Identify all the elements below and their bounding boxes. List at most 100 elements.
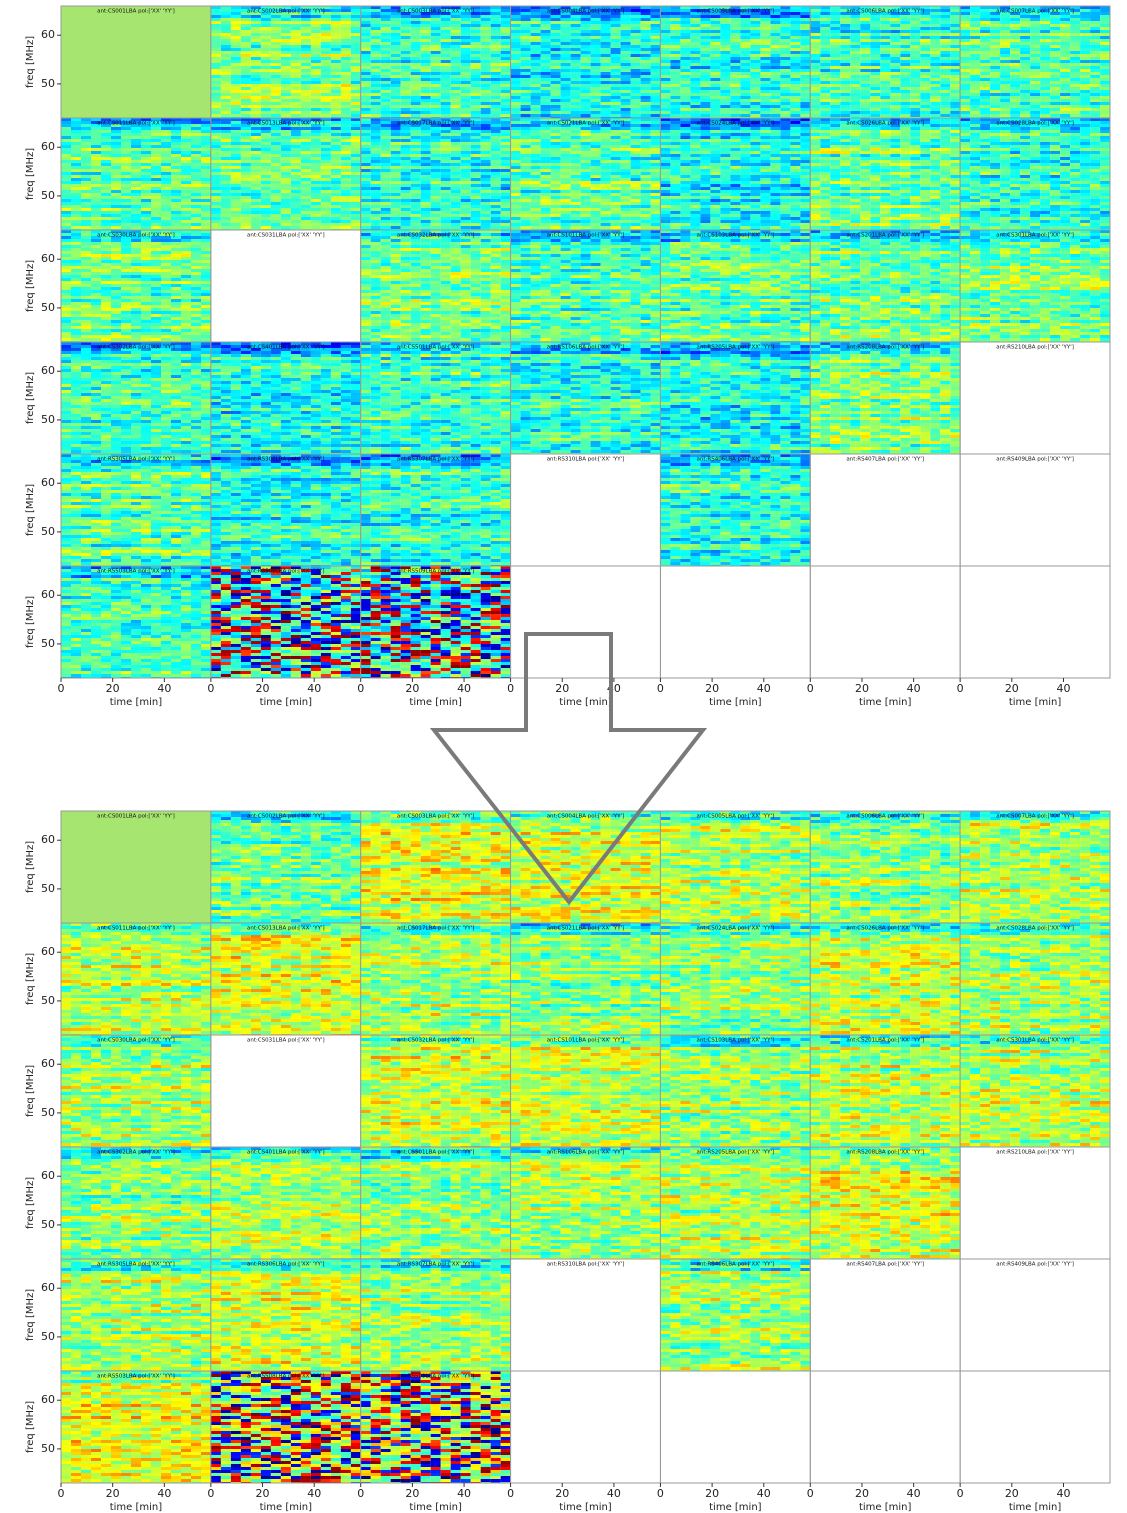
heat-cell — [281, 54, 291, 57]
heat-cell — [411, 15, 421, 18]
heat-cell — [381, 9, 391, 12]
heat-cell — [341, 105, 351, 108]
heat-cell — [291, 51, 301, 54]
heat-cell — [331, 78, 341, 81]
heat-cell — [331, 24, 341, 27]
heat-cell — [441, 21, 451, 24]
heat-cell — [301, 90, 311, 93]
heat-cell — [331, 45, 341, 48]
heat-cell — [261, 75, 271, 78]
heat-cell — [291, 42, 301, 45]
heat-cell — [471, 27, 481, 30]
heat-cell — [341, 108, 351, 111]
heat-cell — [231, 48, 241, 51]
heat-cell — [461, 54, 471, 57]
heat-cell — [351, 36, 361, 39]
heat-cell — [261, 30, 271, 33]
heat-cell — [391, 108, 401, 111]
heat-cell — [501, 87, 511, 90]
heat-cell — [211, 111, 221, 114]
panel: ant:CS004LBA pol:['XX' 'YY'] — [511, 6, 661, 118]
heat-cell — [291, 90, 301, 93]
heat-cell — [251, 99, 261, 102]
heat-cell — [401, 60, 411, 63]
heat-cell — [261, 45, 271, 48]
heat-cell — [401, 69, 411, 72]
heat-cell — [221, 96, 231, 99]
heat-cell — [501, 114, 511, 117]
heat-cell — [491, 39, 501, 42]
heat-cell — [381, 39, 391, 42]
heat-cell — [491, 93, 501, 96]
heat-cell — [391, 39, 401, 42]
y-tick-label: 60 — [41, 28, 55, 41]
heat-cell — [421, 96, 431, 99]
heat-cell — [291, 45, 301, 48]
heat-cell — [341, 39, 351, 42]
heat-cell — [471, 36, 481, 39]
heat-cell — [421, 99, 431, 102]
heat-cell — [311, 66, 321, 69]
heat-cell — [321, 114, 331, 117]
heat-cell — [461, 99, 471, 102]
heat-cell — [271, 66, 281, 69]
heat-cell — [221, 60, 231, 63]
heat-cell — [241, 93, 251, 96]
heat-cell — [451, 63, 461, 66]
heat-cell — [421, 93, 431, 96]
heat-cell — [491, 45, 501, 48]
heat-cell — [371, 87, 381, 90]
heat-cell — [421, 66, 431, 69]
heat-cell — [491, 12, 501, 15]
heat-cell — [211, 30, 221, 33]
heat-cell — [291, 78, 301, 81]
heat-cell — [481, 15, 491, 18]
heat-cell — [401, 57, 411, 60]
heat-cell — [231, 81, 241, 84]
heat-cell — [491, 72, 501, 75]
heat-cell — [461, 30, 471, 33]
heat-cell — [441, 57, 451, 60]
heat-cell — [431, 66, 441, 69]
heat-cell — [271, 36, 281, 39]
heat-cell — [341, 33, 351, 36]
heat-cell — [261, 105, 271, 108]
heat-cell — [451, 78, 461, 81]
heat-cell — [491, 57, 501, 60]
heat-cell — [471, 105, 481, 108]
heat-cell — [221, 54, 231, 57]
heat-cell — [471, 93, 481, 96]
heat-cell — [351, 27, 361, 30]
heat-cell — [401, 99, 411, 102]
heat-cell — [421, 15, 431, 18]
heat-cell — [451, 66, 461, 69]
heat-cell — [401, 102, 411, 105]
heat-cell — [311, 39, 321, 42]
heat-cell — [431, 42, 441, 45]
heat-cell — [281, 93, 291, 96]
heat-cell — [431, 48, 441, 51]
heat-cell — [471, 72, 481, 75]
heat-cell — [491, 15, 501, 18]
heat-cell — [391, 81, 401, 84]
heat-cell — [381, 48, 391, 51]
heat-cell — [501, 9, 511, 12]
heat-cell — [371, 9, 381, 12]
y-axis-label: freq [MHz] — [25, 36, 36, 88]
heat-cell — [271, 51, 281, 54]
heat-cell — [451, 42, 461, 45]
heat-cell — [291, 30, 301, 33]
heat-cell — [251, 24, 261, 27]
heat-cell — [251, 108, 261, 111]
heat-cell — [241, 24, 251, 27]
heat-cell — [341, 18, 351, 21]
heat-cell — [361, 60, 371, 63]
heat-cell — [331, 54, 341, 57]
heat-cell — [241, 111, 251, 114]
heat-cell — [261, 99, 271, 102]
heat-cell — [471, 84, 481, 87]
heat-cell — [361, 111, 371, 114]
heat-cell — [461, 48, 471, 51]
heat-cell — [331, 114, 341, 117]
heat-cell — [471, 96, 481, 99]
